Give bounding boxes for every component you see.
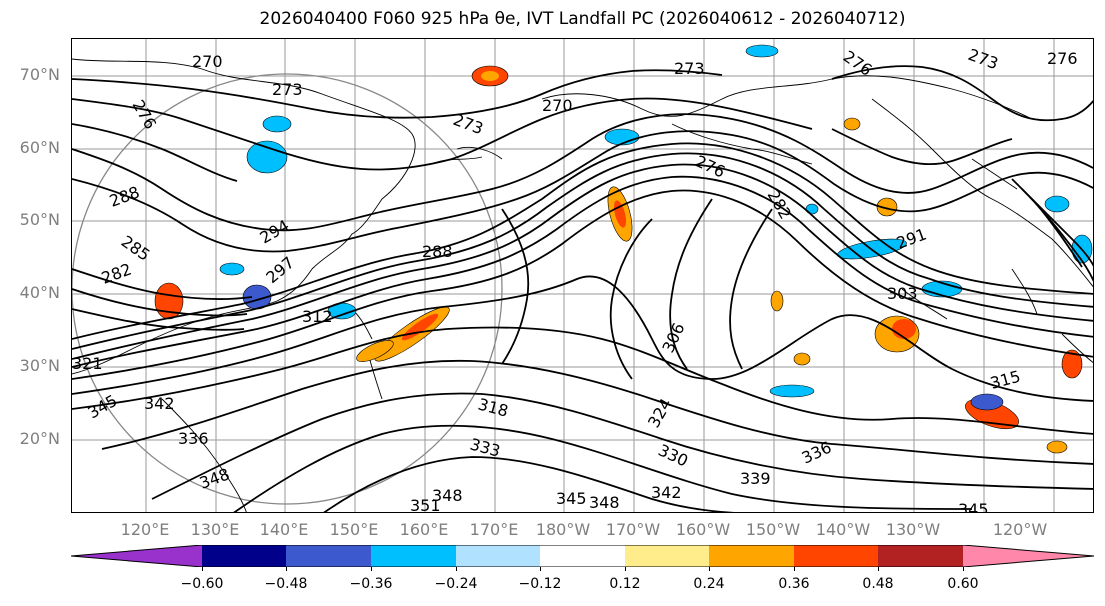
contour-label-321: 321 (72, 354, 103, 373)
contour-label-282: 282 (99, 259, 134, 287)
colorbar-segment (963, 545, 1094, 567)
colorbar-segment (202, 545, 286, 567)
colorbar-tick-label: −0.24 (434, 576, 478, 592)
colorbar-tick-mark (286, 567, 287, 571)
contour-label-285: 285 (118, 232, 154, 265)
colorbar-tick-label: 0.48 (862, 576, 894, 592)
colorbar-tick-label: 0.24 (693, 576, 725, 592)
contour-label-273: 273 (272, 80, 303, 99)
contour-label-345: 345 (556, 489, 587, 508)
colorbar-tick-label: −0.12 (518, 576, 562, 592)
contour-label-288: 288 (422, 242, 453, 261)
colorbar-tick-mark (625, 567, 626, 571)
lon-label-180w: 180°W (535, 520, 591, 539)
lat-label-20n: 20°N (19, 429, 60, 448)
contour-label-324: 324 (644, 395, 676, 431)
range-circle (72, 73, 503, 505)
lon-label-150w: 150°W (745, 520, 801, 539)
colorbar-tick-label: 0.36 (778, 576, 810, 592)
colorbar-segment (456, 545, 540, 567)
contour-label-294: 294 (257, 216, 293, 248)
contour-label-273: 273 (451, 110, 486, 138)
contour-label-297: 297 (262, 253, 298, 287)
contour-label-336: 336 (178, 429, 209, 448)
graticule (72, 39, 1093, 512)
colorbar-tick-mark (709, 567, 710, 571)
contour-label-351: 351 (410, 496, 441, 513)
lat-label-70n: 70°N (19, 65, 60, 84)
colorbar-segment (286, 545, 371, 567)
map-canvas: 270 273 276 273 270 273 276 273 276 276 … (72, 39, 1093, 513)
colorbar-tick-mark (963, 567, 964, 571)
lat-label-60n: 60°N (19, 138, 60, 157)
colorbar (71, 545, 1094, 567)
contour-label-312: 312 (302, 307, 333, 326)
colorbar-segment (709, 545, 794, 567)
contour-label-270: 270 (542, 96, 573, 115)
theta-e-contours (72, 65, 1093, 512)
lon-label-130w: 130°W (885, 520, 941, 539)
lat-label-30n: 30°N (19, 356, 60, 375)
colorbar-tick-mark (540, 567, 541, 571)
colorbar-tick-label: 0.60 (947, 576, 979, 592)
colorbar-tick-mark (878, 567, 879, 571)
colorbar-tick-mark (371, 567, 372, 571)
lon-label-160w: 160°W (675, 520, 731, 539)
colorbar-tick-mark (794, 567, 795, 571)
colorbar-segment (625, 545, 709, 567)
contour-label-276: 276 (129, 97, 161, 133)
contour-label-330: 330 (655, 440, 691, 470)
ivt-shading (154, 44, 1093, 454)
contour-label-303: 303 (887, 284, 918, 303)
lon-label-170w: 170°W (605, 520, 661, 539)
colorbar-segment (878, 545, 963, 567)
contour-label-339: 339 (740, 469, 771, 488)
lon-label-140e: 140°E (259, 520, 309, 539)
contour-label-348: 348 (197, 464, 232, 492)
colorbar-tick-label: −0.60 (180, 576, 224, 592)
contour-label-288: 288 (107, 182, 142, 210)
lon-label-170e: 170°E (469, 520, 519, 539)
lon-label-150e: 150°E (329, 520, 379, 539)
lat-label-50n: 50°N (19, 210, 60, 229)
lon-label-140w: 140°W (815, 520, 871, 539)
contour-label-318: 318 (476, 395, 510, 421)
colorbar-tick-label: −0.36 (349, 576, 393, 592)
colorbar-segments (71, 545, 1094, 567)
contour-label-276: 276 (1047, 49, 1078, 68)
contour-label-342: 342 (651, 483, 682, 502)
contour-label-270: 270 (192, 52, 223, 71)
contour-label-273: 273 (674, 59, 705, 78)
map-panel: 270 273 276 273 270 273 276 273 276 276 … (71, 38, 1094, 513)
colorbar-tick-label: 0.12 (609, 576, 641, 592)
lat-label-40n: 40°N (19, 283, 60, 302)
colorbar-tick-label: −0.48 (264, 576, 308, 592)
contour-label-336: 336 (799, 437, 835, 467)
colorbar-tick-mark (202, 567, 203, 571)
contour-label-306: 306 (658, 320, 688, 356)
contour-label-315: 315 (988, 367, 1022, 393)
contour-label-348: 348 (432, 486, 463, 505)
map-title: 2026040400 F060 925 hPa θe, IVT Landfall… (259, 9, 906, 29)
contour-label-291: 291 (894, 224, 929, 252)
colorbar-segment (540, 545, 625, 567)
colorbar-segment (371, 545, 456, 567)
lon-label-120e: 120°E (120, 520, 170, 539)
lon-label-130e: 130°E (190, 520, 240, 539)
colorbar-tick-mark (456, 567, 457, 571)
contour-label-273: 273 (966, 45, 1001, 73)
colorbar-segment (71, 545, 202, 567)
colorbar-segment (794, 545, 878, 567)
contour-label-348: 348 (589, 493, 620, 512)
contour-label-345: 345 (958, 500, 989, 513)
lon-label-160e: 160°E (399, 520, 449, 539)
contour-label-342: 342 (144, 394, 175, 413)
lon-label-120w: 120°W (992, 520, 1048, 539)
